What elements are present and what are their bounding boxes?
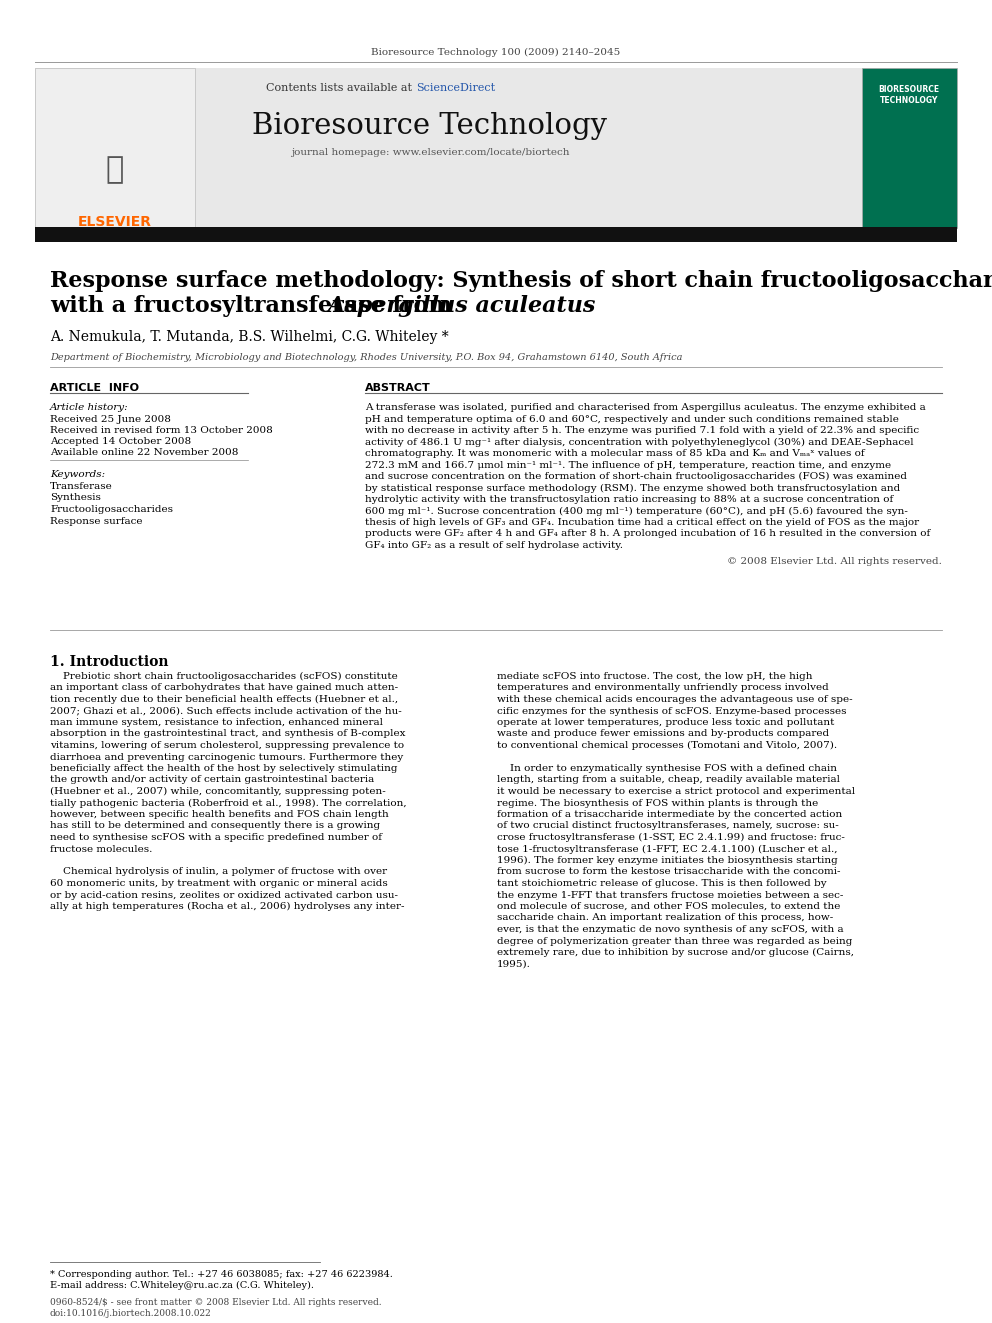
Text: 🌳: 🌳 (106, 155, 124, 184)
Text: activity of 486.1 U mg⁻¹ after dialysis, concentration with polyethyleneglycol (: activity of 486.1 U mg⁻¹ after dialysis,… (365, 438, 914, 447)
Text: the growth and/or activity of certain gastrointestinal bacteria: the growth and/or activity of certain ga… (50, 775, 374, 785)
Text: Bioresource Technology 100 (2009) 2140–2045: Bioresource Technology 100 (2009) 2140–2… (371, 48, 621, 57)
Text: ScienceDirect: ScienceDirect (416, 83, 495, 93)
Text: products were GF₂ after 4 h and GF₄ after 8 h. A prolonged incubation of 16 h re: products were GF₂ after 4 h and GF₄ afte… (365, 529, 930, 538)
Text: Received 25 June 2008: Received 25 June 2008 (50, 415, 171, 423)
Text: formation of a trisaccharide intermediate by the concerted action: formation of a trisaccharide intermediat… (497, 810, 842, 819)
Text: or by acid-cation resins, zeolites or oxidized activated carbon usu-: or by acid-cation resins, zeolites or ox… (50, 890, 398, 900)
Text: 1995).: 1995). (497, 959, 531, 968)
Text: tially pathogenic bacteria (Roberfroid et al., 1998). The correlation,: tially pathogenic bacteria (Roberfroid e… (50, 799, 407, 807)
Text: hydrolytic activity with the transfructosylation ratio increasing to 88% at a su: hydrolytic activity with the transfructo… (365, 495, 893, 504)
Text: Available online 22 November 2008: Available online 22 November 2008 (50, 448, 238, 456)
Bar (35, 228, 957, 242)
Text: Article history:: Article history: (50, 404, 129, 411)
Text: to conventional chemical processes (Tomotani and Vitolo, 2007).: to conventional chemical processes (Tomo… (497, 741, 837, 750)
Text: ond molecule of sucrose, and other FOS molecules, to extend the: ond molecule of sucrose, and other FOS m… (497, 902, 840, 912)
Text: Transferase: Transferase (50, 482, 113, 491)
Text: has still to be determined and consequently there is a growing: has still to be determined and consequen… (50, 822, 380, 831)
Text: Received in revised form 13 October 2008: Received in revised form 13 October 2008 (50, 426, 273, 435)
Text: cific enzymes for the synthesis of scFOS. Enzyme-based processes: cific enzymes for the synthesis of scFOS… (497, 706, 846, 716)
Text: Response surface: Response surface (50, 516, 143, 525)
Text: vitamins, lowering of serum cholesterol, suppressing prevalence to: vitamins, lowering of serum cholesterol,… (50, 741, 404, 750)
Text: however, between specific health benefits and FOS chain length: however, between specific health benefit… (50, 810, 389, 819)
Text: tant stoichiometric release of glucose. This is then followed by: tant stoichiometric release of glucose. … (497, 878, 826, 888)
Text: Bioresource Technology: Bioresource Technology (253, 112, 607, 140)
Text: mediate scFOS into fructose. The cost, the low pH, the high: mediate scFOS into fructose. The cost, t… (497, 672, 812, 681)
Text: 60 monomeric units, by treatment with organic or mineral acids: 60 monomeric units, by treatment with or… (50, 878, 388, 888)
Text: thesis of high levels of GF₃ and GF₄. Incubation time had a critical effect on t: thesis of high levels of GF₃ and GF₄. In… (365, 519, 920, 527)
Text: doi:10.1016/j.biortech.2008.10.022: doi:10.1016/j.biortech.2008.10.022 (50, 1308, 211, 1318)
Text: (Huebner et al., 2007) while, concomitantly, suppressing poten-: (Huebner et al., 2007) while, concomitan… (50, 787, 386, 796)
Text: by statistical response surface methodology (RSM). The enzyme showed both transf: by statistical response surface methodol… (365, 483, 901, 492)
Text: 1996). The former key enzyme initiates the biosynthesis starting: 1996). The former key enzyme initiates t… (497, 856, 838, 865)
Bar (862, 67, 957, 228)
Text: A. Nemukula, T. Mutanda, B.S. Wilhelmi, C.G. Whiteley *: A. Nemukula, T. Mutanda, B.S. Wilhelmi, … (50, 329, 448, 344)
Text: Prebiotic short chain fructooligosaccharides (scFOS) constitute: Prebiotic short chain fructooligosacchar… (50, 672, 398, 681)
Text: chromatography. It was monomeric with a molecular mass of 85 kDa and Kₘ and Vₘₐˣ: chromatography. It was monomeric with a … (365, 448, 865, 458)
Text: ELSEVIER: ELSEVIER (78, 216, 152, 229)
Bar (35, 67, 195, 228)
Text: length, starting from a suitable, cheap, readily available material: length, starting from a suitable, cheap,… (497, 775, 840, 785)
Text: extremely rare, due to inhibition by sucrose and/or glucose (Cairns,: extremely rare, due to inhibition by suc… (497, 949, 854, 957)
Text: * Corresponding author. Tel.: +27 46 6038085; fax: +27 46 6223984.: * Corresponding author. Tel.: +27 46 603… (50, 1270, 393, 1279)
Text: need to synthesise scFOS with a specific predefined number of: need to synthesise scFOS with a specific… (50, 833, 382, 841)
Text: absorption in the gastrointestinal tract, and synthesis of B-complex: absorption in the gastrointestinal tract… (50, 729, 406, 738)
Text: tion recently due to their beneficial health effects (Huebner et al.,: tion recently due to their beneficial he… (50, 695, 398, 704)
Text: In order to enzymatically synthesise FOS with a defined chain: In order to enzymatically synthesise FOS… (497, 763, 837, 773)
Text: with these chemical acids encourages the advantageous use of spe-: with these chemical acids encourages the… (497, 695, 853, 704)
Text: it would be necessary to exercise a strict protocol and experimental: it would be necessary to exercise a stri… (497, 787, 855, 796)
Text: regime. The biosynthesis of FOS within plants is through the: regime. The biosynthesis of FOS within p… (497, 799, 818, 807)
Text: waste and produce fewer emissions and by-products compared: waste and produce fewer emissions and by… (497, 729, 829, 738)
Text: ABSTRACT: ABSTRACT (365, 382, 431, 393)
Text: E-mail address: C.Whiteley@ru.ac.za (C.G. Whiteley).: E-mail address: C.Whiteley@ru.ac.za (C.G… (50, 1281, 314, 1290)
Text: the enzyme 1-FFT that transfers fructose moieties between a sec-: the enzyme 1-FFT that transfers fructose… (497, 890, 843, 900)
Text: 272.3 mM and 166.7 μmol min⁻¹ ml⁻¹. The influence of pH, temperature, reaction t: 272.3 mM and 166.7 μmol min⁻¹ ml⁻¹. The … (365, 460, 891, 470)
Text: man immune system, resistance to infection, enhanced mineral: man immune system, resistance to infecti… (50, 718, 383, 728)
Text: journal homepage: www.elsevier.com/locate/biortech: journal homepage: www.elsevier.com/locat… (291, 148, 569, 157)
Text: pH and temperature optima of 6.0 and 60°C, respectively and under such condition: pH and temperature optima of 6.0 and 60°… (365, 414, 899, 423)
Text: fructose molecules.: fructose molecules. (50, 844, 153, 853)
Text: ARTICLE  INFO: ARTICLE INFO (50, 382, 139, 393)
Text: Aspergillus aculeatus: Aspergillus aculeatus (328, 295, 596, 318)
Text: degree of polymerization greater than three was regarded as being: degree of polymerization greater than th… (497, 937, 852, 946)
Text: diarrhoea and preventing carcinogenic tumours. Furthermore they: diarrhoea and preventing carcinogenic tu… (50, 753, 404, 762)
Text: 2007; Ghazi et al., 2006). Such effects include activation of the hu-: 2007; Ghazi et al., 2006). Such effects … (50, 706, 402, 716)
Text: ally at high temperatures (Rocha et al., 2006) hydrolyses any inter-: ally at high temperatures (Rocha et al.,… (50, 902, 405, 912)
Text: Accepted 14 October 2008: Accepted 14 October 2008 (50, 437, 191, 446)
Text: 600 mg ml⁻¹. Sucrose concentration (400 mg ml⁻¹) temperature (60°C), and pH (5.6: 600 mg ml⁻¹. Sucrose concentration (400 … (365, 507, 908, 516)
Text: tose 1-fructosyltransferase (1-FFT, EC 2.4.1.100) (Luscher et al.,: tose 1-fructosyltransferase (1-FFT, EC 2… (497, 844, 837, 853)
Text: Keywords:: Keywords: (50, 470, 105, 479)
Text: Fructooligosaccharides: Fructooligosaccharides (50, 505, 173, 515)
Bar (35, 67, 957, 228)
Text: 0960-8524/$ - see front matter © 2008 Elsevier Ltd. All rights reserved.: 0960-8524/$ - see front matter © 2008 El… (50, 1298, 382, 1307)
Text: Contents lists available at: Contents lists available at (267, 83, 416, 93)
Text: operate at lower temperatures, produce less toxic and pollutant: operate at lower temperatures, produce l… (497, 718, 834, 728)
Text: 1. Introduction: 1. Introduction (50, 655, 169, 669)
Text: saccharide chain. An important realization of this process, how-: saccharide chain. An important realizati… (497, 913, 833, 922)
Text: BIORESOURCE
TECHNOLOGY: BIORESOURCE TECHNOLOGY (879, 85, 939, 105)
Text: crose fructosyltransferase (1-SST, EC 2.4.1.99) and fructose: fruc-: crose fructosyltransferase (1-SST, EC 2.… (497, 833, 845, 843)
Text: Chemical hydrolysis of inulin, a polymer of fructose with over: Chemical hydrolysis of inulin, a polymer… (50, 868, 387, 877)
Text: Response surface methodology: Synthesis of short chain fructooligosaccharides: Response surface methodology: Synthesis … (50, 270, 992, 292)
Text: from sucrose to form the kestose trisaccharide with the concomi-: from sucrose to form the kestose trisacc… (497, 868, 840, 877)
Text: with no decrease in activity after 5 h. The enzyme was purified 7.1 fold with a : with no decrease in activity after 5 h. … (365, 426, 920, 435)
Text: Synthesis: Synthesis (50, 493, 101, 503)
Text: and sucrose concentration on the formation of short-chain fructooligosaccharides: and sucrose concentration on the formati… (365, 472, 907, 482)
Text: Department of Biochemistry, Microbiology and Biotechnology, Rhodes University, P: Department of Biochemistry, Microbiology… (50, 353, 682, 363)
Text: of two crucial distinct fructosyltransferases, namely, sucrose: su-: of two crucial distinct fructosyltransfe… (497, 822, 839, 831)
Text: © 2008 Elsevier Ltd. All rights reserved.: © 2008 Elsevier Ltd. All rights reserved… (727, 557, 942, 566)
Text: GF₄ into GF₂ as a result of self hydrolase activity.: GF₄ into GF₂ as a result of self hydrola… (365, 541, 623, 550)
Text: A transferase was isolated, purified and characterised from Aspergillus aculeatu: A transferase was isolated, purified and… (365, 404, 926, 411)
Text: temperatures and environmentally unfriendly process involved: temperatures and environmentally unfrien… (497, 684, 828, 692)
Text: ever, is that the enzymatic de novo synthesis of any scFOS, with a: ever, is that the enzymatic de novo synt… (497, 925, 843, 934)
Text: an important class of carbohydrates that have gained much atten-: an important class of carbohydrates that… (50, 684, 398, 692)
Text: with a fructosyltransferase from: with a fructosyltransferase from (50, 295, 460, 318)
Text: beneficially affect the health of the host by selectively stimulating: beneficially affect the health of the ho… (50, 763, 398, 773)
